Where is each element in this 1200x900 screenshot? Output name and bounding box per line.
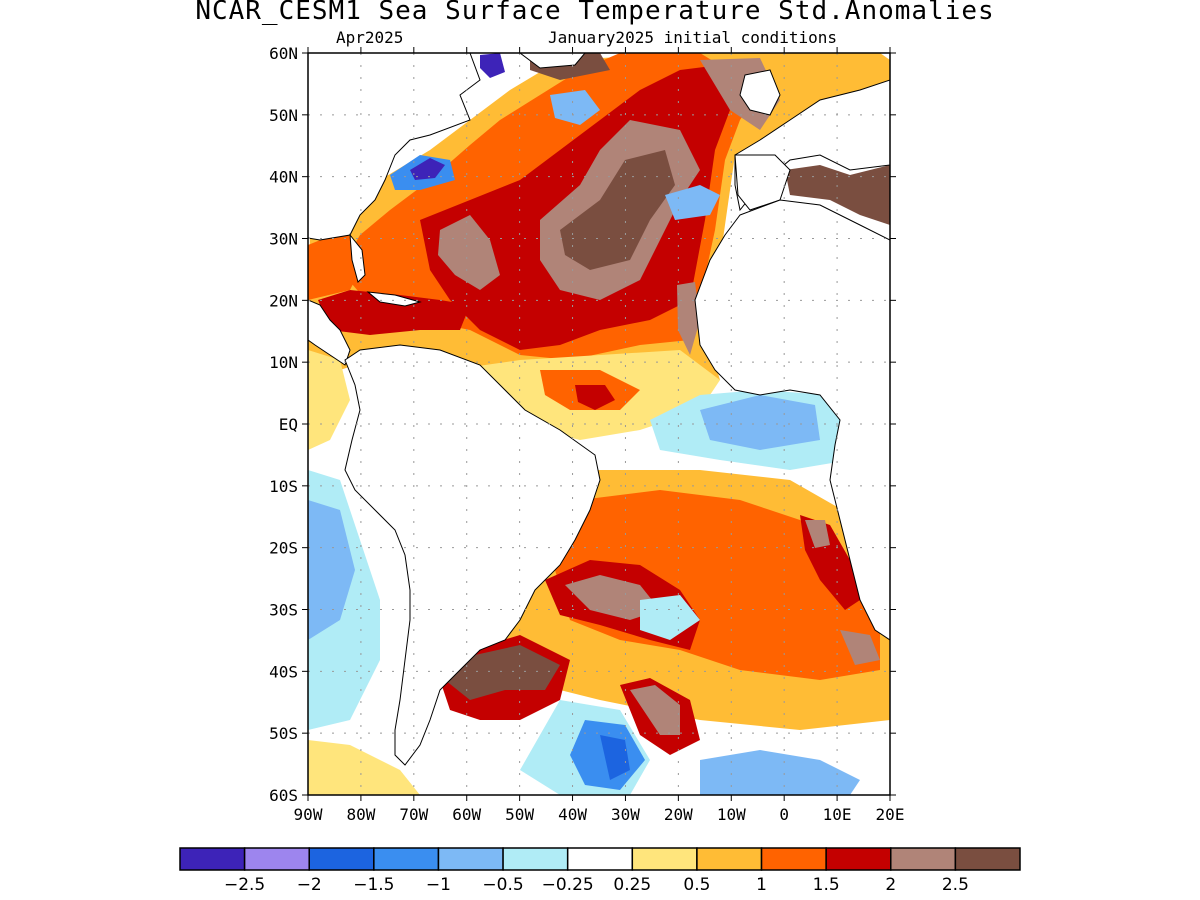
lat-label: 60N bbox=[269, 44, 298, 63]
lat-label: 40N bbox=[269, 168, 298, 187]
lat-label: 10S bbox=[269, 477, 298, 496]
anomaly-region-azores-cold bbox=[665, 185, 720, 220]
land-europe bbox=[734, 79, 890, 212]
lon-label: 10W bbox=[717, 805, 746, 824]
anomaly-region-pacific-cold bbox=[308, 500, 355, 640]
anomaly-region-argentine-shelf-extreme bbox=[445, 645, 560, 700]
legend-swatch bbox=[954, 847, 1021, 871]
land-uk bbox=[739, 69, 781, 116]
anomaly-region-equatorial-cold bbox=[700, 395, 820, 450]
anomaly-region-caribbean bbox=[318, 290, 470, 335]
land-central-america bbox=[308, 299, 351, 366]
anomaly-region-iberia-extreme bbox=[677, 282, 700, 355]
anomaly-region-benguela-extreme bbox=[805, 520, 830, 548]
lon-label: 50W bbox=[505, 805, 534, 824]
legend-swatch bbox=[243, 847, 310, 871]
map-gridlines bbox=[302, 47, 896, 801]
legend-label: −1.5 bbox=[353, 875, 394, 895]
initial-conditions-label: January2025 initial conditions bbox=[548, 28, 837, 47]
anomaly-region-mid-south-cool bbox=[640, 595, 700, 640]
lon-label: 60W bbox=[452, 805, 481, 824]
anomaly-region-tropical-core bbox=[575, 385, 615, 410]
anomaly-region-southern-ocean-extreme bbox=[630, 685, 680, 735]
anomaly-region-labrador-cold bbox=[480, 53, 505, 78]
anomaly-region-south-east-cool bbox=[700, 750, 860, 795]
lat-label: 50S bbox=[269, 724, 298, 743]
lon-label: 70W bbox=[399, 805, 428, 824]
latitude-tick-labels: 60N 50N 40N 30N 20N 10N EQ 10S 20S 30S 40S 50S 60S bbox=[269, 44, 298, 805]
anomaly-region-south-atlantic-extreme bbox=[565, 575, 660, 620]
lon-label: 40W bbox=[558, 805, 587, 824]
lat-label: 10N bbox=[269, 353, 298, 372]
lon-label: 20E bbox=[876, 805, 905, 824]
legend-label: 0.5 bbox=[683, 875, 710, 895]
anomaly-region-mediterranean bbox=[785, 165, 890, 225]
lat-label: EQ bbox=[279, 415, 298, 434]
legend-label: 1 bbox=[756, 875, 767, 895]
legend-swatch bbox=[760, 847, 827, 871]
lat-label: 60S bbox=[269, 786, 298, 805]
anomaly-region-pacific-south-warm bbox=[308, 740, 420, 795]
legend-swatch bbox=[890, 847, 957, 871]
color-legend-labels: −2.5 −2 −1.5 −1 −0.5 −0.25 0.25 0.5 1 1.5 2 2.5 bbox=[224, 875, 969, 895]
legend-label: 1.5 bbox=[813, 875, 840, 895]
lat-label: 30S bbox=[269, 601, 298, 620]
legend-swatch bbox=[631, 847, 698, 871]
land-cuba bbox=[366, 291, 422, 307]
land-north-america bbox=[308, 53, 481, 241]
legend-swatch bbox=[308, 847, 375, 871]
legend-swatch bbox=[502, 847, 569, 871]
legend-swatch bbox=[179, 847, 246, 871]
lat-label: 40S bbox=[269, 662, 298, 681]
color-legend bbox=[179, 847, 1021, 871]
legend-label: −0.5 bbox=[482, 875, 523, 895]
land-masses bbox=[308, 53, 890, 766]
legend-label: −2.5 bbox=[224, 875, 265, 895]
map-title: NCAR_CESM1 Sea Surface Temperature Std.A… bbox=[195, 0, 995, 26]
anomaly-region-cape-extreme bbox=[840, 630, 880, 665]
legend-swatch bbox=[437, 847, 504, 871]
forecast-month-label: Apr2025 bbox=[336, 28, 404, 47]
land-africa bbox=[694, 199, 890, 641]
legend-label: −0.25 bbox=[542, 875, 594, 895]
lon-label: 10E bbox=[823, 805, 852, 824]
legend-label: 2.5 bbox=[942, 875, 969, 895]
lon-label: 80W bbox=[346, 805, 375, 824]
anomaly-region-southern-ocean-colder bbox=[600, 735, 630, 780]
longitude-tick-labels: 90W 80W 70W 60W 50W 40W 30W 20W 10W 0 10E 20E bbox=[294, 805, 905, 824]
lat-label: 30N bbox=[269, 230, 298, 249]
anomaly-region-newfoundland-cold bbox=[550, 90, 600, 125]
anomaly-region-pacific-warm bbox=[308, 350, 350, 450]
lon-label: 30W bbox=[611, 805, 640, 824]
lon-label: 20W bbox=[664, 805, 693, 824]
anomaly-region-sargasso-extreme bbox=[438, 215, 500, 290]
legend-label: 2 bbox=[885, 875, 896, 895]
legend-label: −2 bbox=[297, 875, 322, 895]
legend-swatch bbox=[373, 847, 440, 871]
lon-label: 90W bbox=[294, 805, 323, 824]
anomaly-region-mid-atlantic-core bbox=[560, 150, 675, 270]
lat-label: 20S bbox=[269, 539, 298, 558]
legend-swatch bbox=[566, 847, 634, 871]
lat-label: 20N bbox=[269, 291, 298, 310]
land-south-america bbox=[344, 344, 601, 766]
anomaly-region-gulf-of-maine-core bbox=[410, 158, 445, 180]
lat-label: 50N bbox=[269, 106, 298, 125]
land-greenland-tip bbox=[519, 53, 586, 69]
lon-label: 0 bbox=[779, 805, 789, 824]
anomaly-field bbox=[308, 53, 890, 795]
legend-swatch bbox=[825, 847, 892, 871]
map-frame bbox=[307, 52, 891, 796]
legend-label: −1 bbox=[426, 875, 451, 895]
legend-label: 0.25 bbox=[613, 875, 651, 895]
legend-swatch bbox=[696, 847, 763, 871]
